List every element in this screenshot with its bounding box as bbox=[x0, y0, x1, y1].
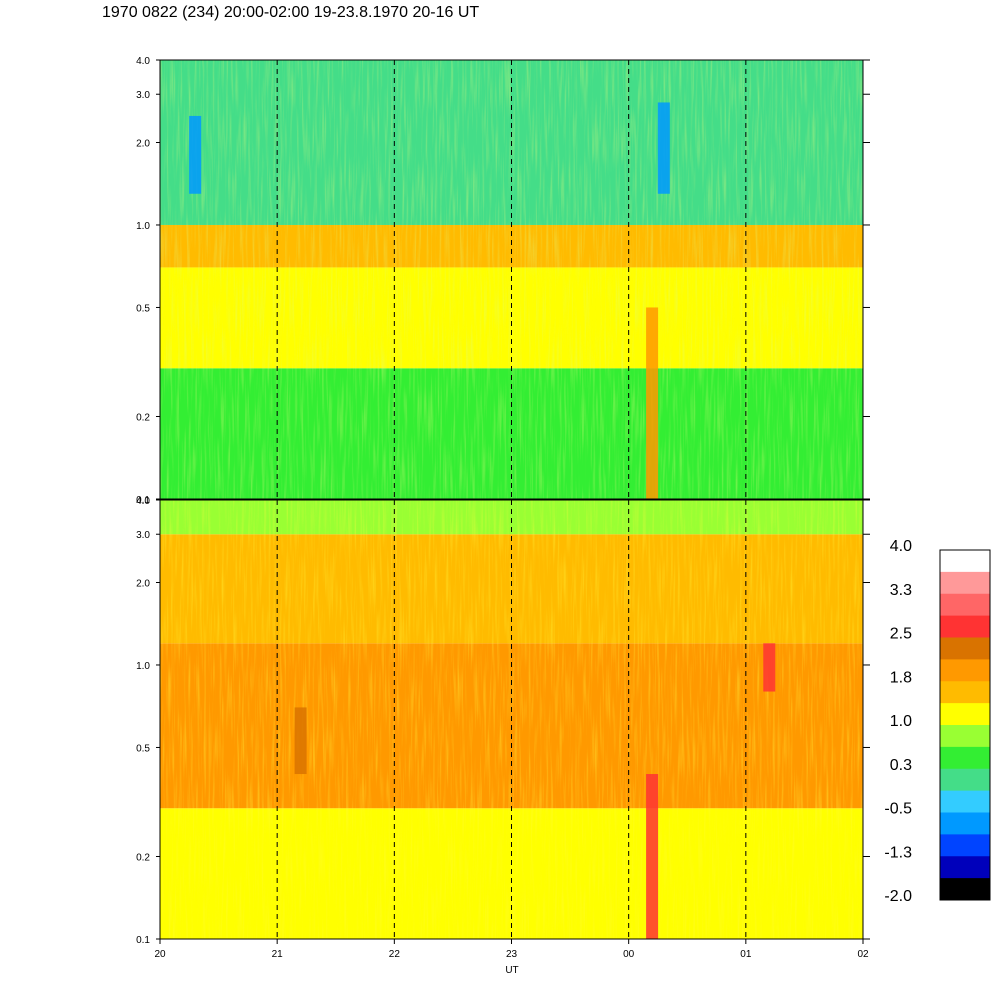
colorbar-swatch-9 bbox=[940, 746, 990, 770]
colorbar-swatch-10 bbox=[940, 768, 990, 792]
feature-1 bbox=[763, 643, 776, 692]
colorbar-label: 1.8 bbox=[890, 669, 912, 686]
colorbar-label: 0.3 bbox=[890, 757, 912, 774]
colorbar-label: 1.0 bbox=[890, 713, 912, 730]
x-tick-label: 22 bbox=[389, 949, 401, 960]
colorbar-label: 4.0 bbox=[890, 538, 912, 555]
y-tick-label: 0.1 bbox=[136, 495, 150, 506]
y-tick-label: 0.5 bbox=[136, 303, 150, 314]
feature-0 bbox=[646, 774, 659, 939]
y-tick-label: 0.2 bbox=[136, 413, 150, 424]
colorbar-swatch-15 bbox=[940, 878, 990, 901]
x-tick-label: 02 bbox=[857, 949, 869, 960]
colorbar-swatch-4 bbox=[940, 637, 990, 660]
feature-0 bbox=[646, 307, 659, 499]
colorbar-swatch-3 bbox=[940, 615, 990, 638]
feature-1 bbox=[189, 115, 202, 194]
y-tick-label: 0.1 bbox=[136, 935, 150, 946]
colorbar-swatch-12 bbox=[940, 812, 990, 835]
colorbar-label: -1.3 bbox=[884, 844, 912, 861]
lower-spectrogram-panel: 0.1 0.2 0.5 1.0 2.0 3.0 4.0 bbox=[136, 496, 870, 946]
y-tick-label: 1.0 bbox=[136, 221, 150, 232]
y-tick-label: 2.0 bbox=[136, 138, 150, 149]
y-tick-label: 4.0 bbox=[136, 56, 150, 67]
colorbar-swatch-0 bbox=[940, 550, 990, 573]
colorbar-swatch-8 bbox=[940, 725, 990, 748]
colorbar: 4.0 3.3 2.5 1.8 1.0 0.3 -0.5 -1.3 -2.0 bbox=[884, 538, 991, 905]
colorbar-swatch-11 bbox=[940, 790, 990, 813]
y-tick-label: 1.0 bbox=[136, 661, 150, 672]
panel-frame bbox=[159, 59, 864, 500]
colorbar-swatch-1 bbox=[940, 571, 990, 595]
y-tick-label: 2.0 bbox=[136, 578, 150, 589]
x-tick-label: 23 bbox=[506, 949, 518, 960]
colorbar-swatch-7 bbox=[940, 703, 990, 726]
y-tick-label: 3.0 bbox=[136, 530, 150, 541]
x-tick-label: 20 bbox=[154, 949, 166, 960]
colorbar-swatch-13 bbox=[940, 834, 990, 857]
y-tick-label: 0.5 bbox=[136, 743, 150, 754]
chart-title: 1970 0822 (234) 20:00-02:00 19-23.8.1970… bbox=[102, 4, 480, 21]
colorbar-frame bbox=[939, 549, 991, 901]
colorbar-label: -2.0 bbox=[884, 888, 912, 905]
colorbar-swatch-5 bbox=[940, 659, 990, 682]
y-tick-label: 0.2 bbox=[136, 853, 150, 864]
x-tick-label: 21 bbox=[272, 949, 284, 960]
colorbar-swatch-14 bbox=[940, 856, 990, 879]
x-axis-label: UT bbox=[505, 965, 518, 976]
x-tick-label: 00 bbox=[623, 949, 635, 960]
x-axis: 20 21 22 23 00 01 02 bbox=[154, 939, 869, 960]
y-tick-label: 4.0 bbox=[136, 496, 150, 507]
colorbar-swatch-2 bbox=[940, 593, 990, 617]
y-tick-label: 3.0 bbox=[136, 90, 150, 101]
colorbar-label: 2.5 bbox=[890, 626, 912, 643]
colorbar-label: 3.3 bbox=[890, 582, 912, 599]
x-tick-label: 01 bbox=[740, 949, 752, 960]
feature-2 bbox=[294, 707, 307, 775]
colorbar-label: -0.5 bbox=[884, 801, 912, 818]
upper-spectrogram-panel: 0.1 0.2 0.5 1.0 2.0 3.0 4.0 bbox=[136, 56, 870, 506]
feature-2 bbox=[657, 102, 670, 194]
colorbar-swatch-6 bbox=[940, 681, 990, 704]
